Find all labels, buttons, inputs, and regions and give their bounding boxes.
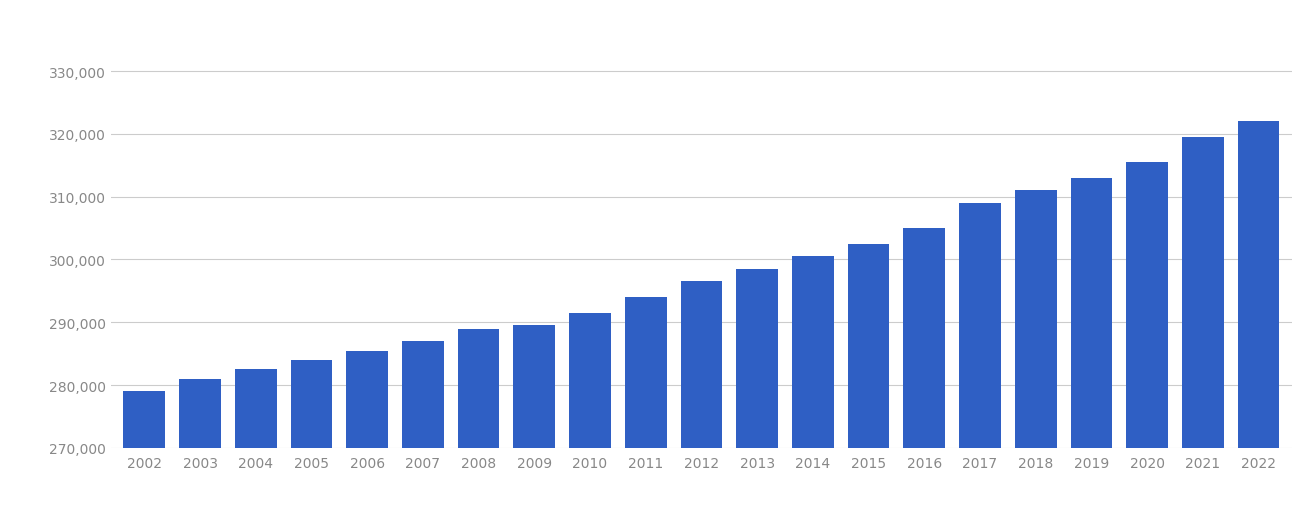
Bar [680, 282, 723, 509]
Bar [1015, 191, 1057, 509]
Bar [458, 329, 500, 509]
Bar [1070, 179, 1112, 509]
Bar [848, 244, 890, 509]
Bar [513, 326, 555, 509]
Bar [569, 313, 611, 509]
Bar [346, 351, 388, 509]
Bar [179, 379, 221, 509]
Bar [1126, 163, 1168, 509]
Bar [1182, 138, 1224, 509]
Bar [959, 204, 1001, 509]
Bar [235, 370, 277, 509]
Bar [792, 257, 834, 509]
Bar [291, 360, 333, 509]
Bar [1237, 122, 1279, 509]
Bar [736, 269, 778, 509]
Bar [402, 342, 444, 509]
Bar [903, 229, 945, 509]
Bar [124, 391, 166, 509]
Bar [625, 298, 667, 509]
